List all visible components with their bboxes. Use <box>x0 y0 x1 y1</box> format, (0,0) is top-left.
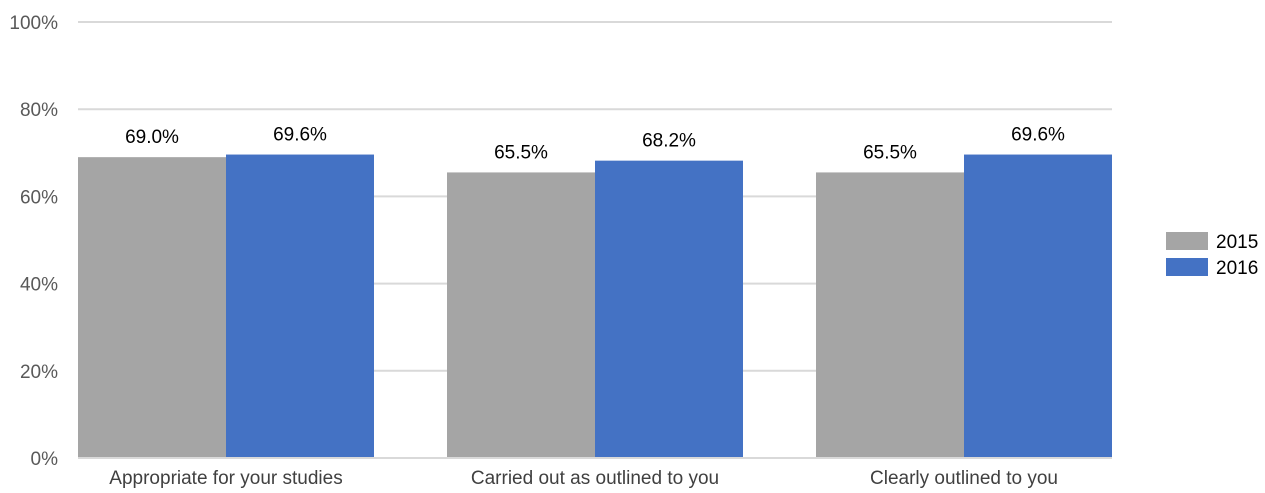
x-category-label: Appropriate for your studies <box>109 468 342 488</box>
legend-label: 2016 <box>1216 258 1258 279</box>
bar-2015-0 <box>78 157 226 458</box>
y-tick-label: 40% <box>20 275 58 296</box>
y-tick-label: 80% <box>20 100 58 121</box>
x-category-label: Clearly outlined to you <box>870 468 1058 488</box>
bar-2016-2 <box>964 154 1112 458</box>
y-tick-label: 20% <box>20 362 58 383</box>
y-tick-label: 60% <box>20 187 58 208</box>
bar-2015-1 <box>447 172 595 459</box>
data-label: 65.5% <box>863 142 917 163</box>
data-label: 65.5% <box>494 142 548 163</box>
data-labels: 69.0% 69.6% 65.5% 68.2% 65.5% 69.6% <box>125 125 1065 164</box>
bar-2015-2 <box>816 172 964 459</box>
x-category-label: Carried out as outlined to you <box>471 468 719 488</box>
bar-2016-1 <box>595 160 743 458</box>
y-tick-label: 0% <box>31 449 59 470</box>
axes: 0% 20% 40% 60% 80% 100% Appropriate for your s… <box>9 13 1112 489</box>
legend-swatch-2015 <box>1166 232 1208 250</box>
data-label: 69.0% <box>125 127 179 148</box>
bar-2016-0 <box>226 154 374 458</box>
bars <box>78 154 1112 459</box>
legend-swatch-2016 <box>1166 258 1208 276</box>
legend-label: 2015 <box>1216 232 1258 253</box>
data-label: 69.6% <box>273 125 327 146</box>
data-label: 69.6% <box>1011 125 1065 146</box>
data-label: 68.2% <box>642 131 696 152</box>
y-tick-label: 100% <box>9 13 58 34</box>
legend: 2015 2016 <box>1166 232 1258 279</box>
